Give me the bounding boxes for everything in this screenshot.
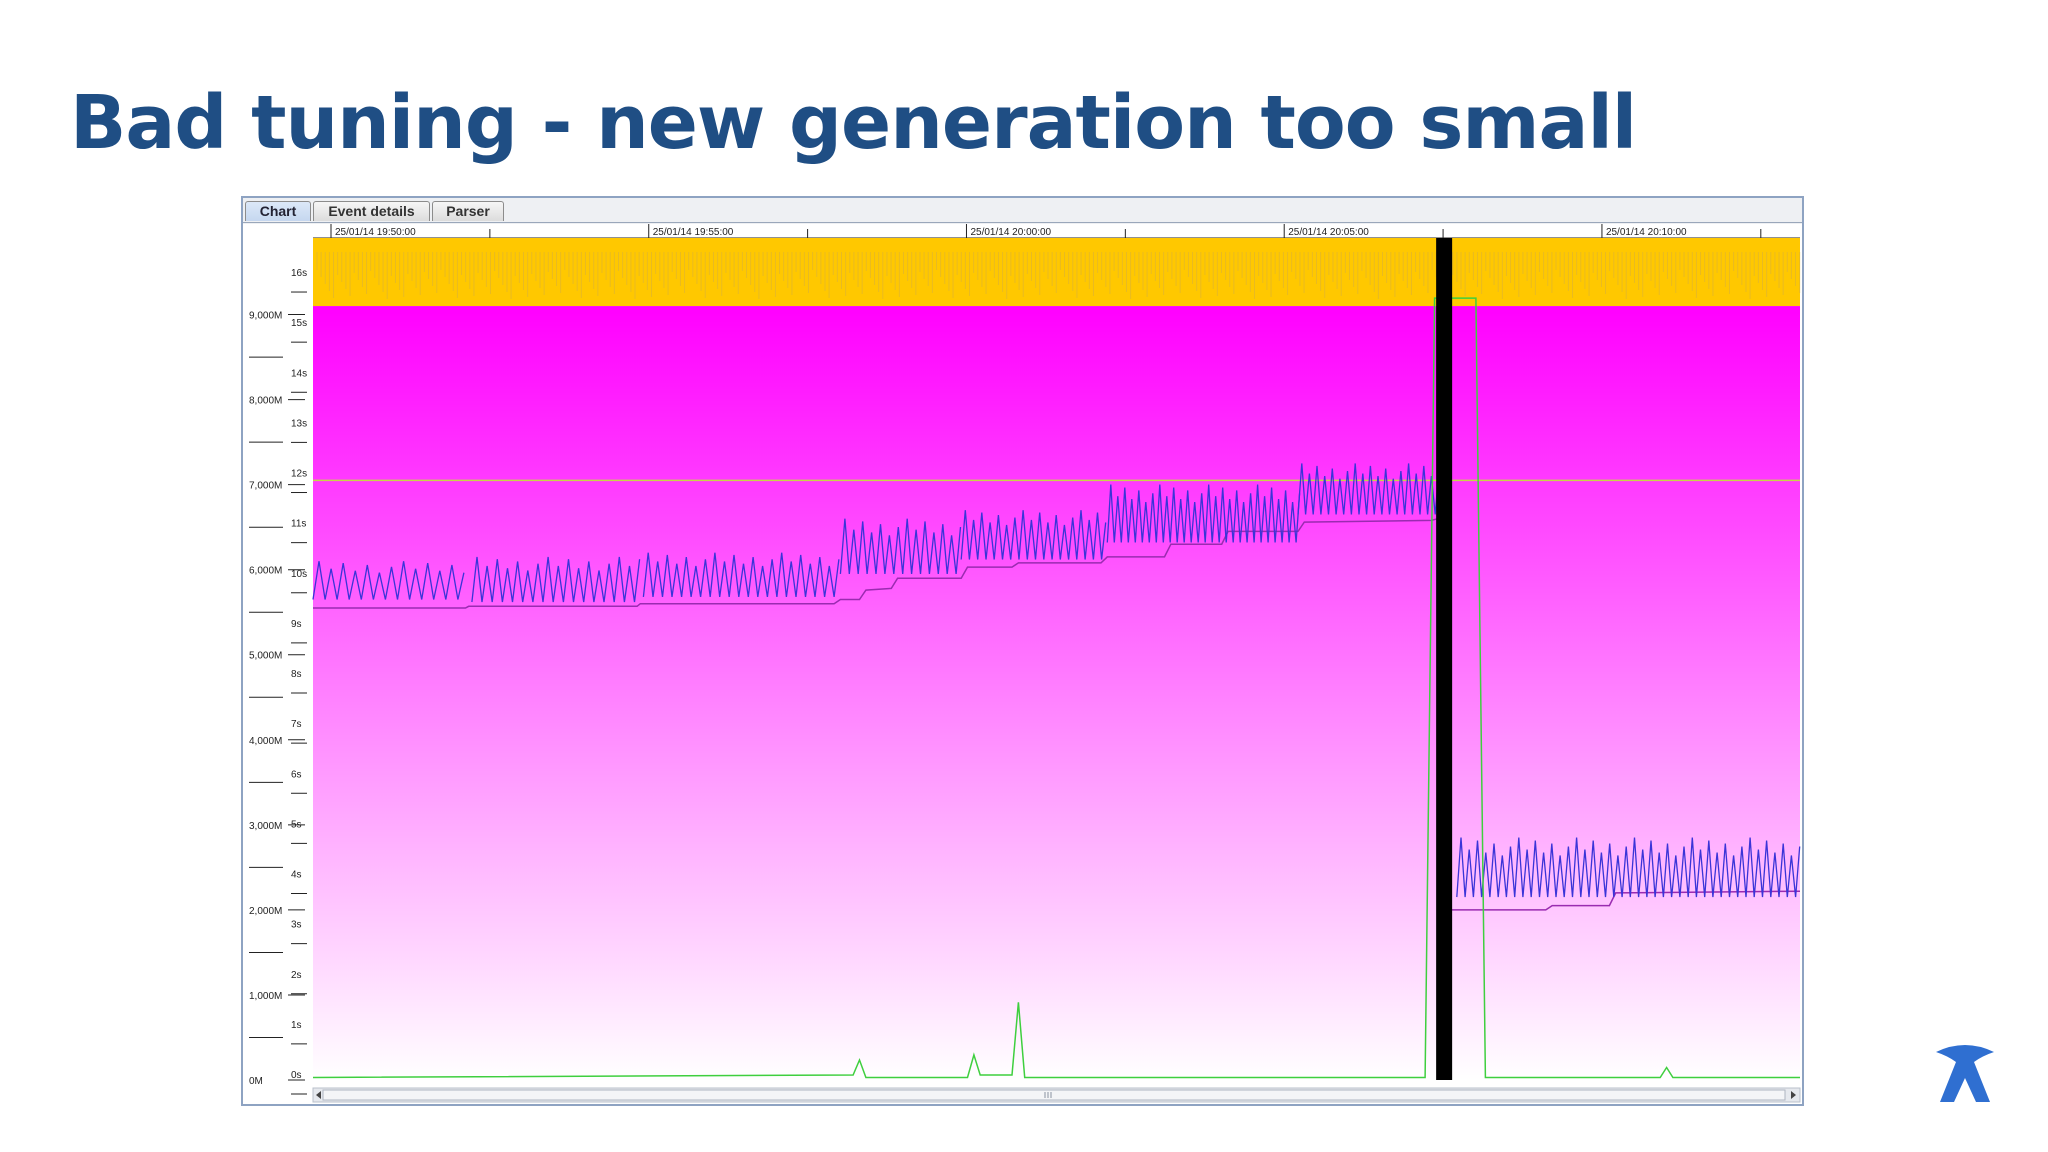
memory-tick-label: 0M [249, 1076, 263, 1087]
memory-tick-label: 9,000M [249, 311, 282, 322]
memory-tick-label: 5,000M [249, 651, 282, 662]
time-tick-label: 25/01/14 19:50:00 [335, 227, 416, 238]
pause-tick-label: 12s [291, 469, 307, 480]
pause-tick-label: 8s [291, 669, 302, 680]
memory-tick-label: 8,000M [249, 396, 282, 407]
tab-parser[interactable]: Parser [432, 201, 504, 221]
memory-tick-label: 3,000M [249, 821, 282, 832]
memory-tick-label: 6,000M [249, 566, 282, 577]
y-axis: 0M 1,000M 2,000M 3,000M 4,000M 5,000M 6,000M 7,… [249, 268, 307, 1095]
memory-tick-label: 7,000M [249, 481, 282, 492]
scrollbar-thumb[interactable] [322, 1089, 1786, 1101]
time-axis-strip [313, 224, 1800, 238]
pause-tick-label: 1s [291, 1020, 302, 1031]
pause-tick-label: 16s [291, 268, 307, 279]
heap-used-line [839, 518, 962, 574]
time-tick-label: 25/01/14 20:00:00 [970, 227, 1051, 238]
heap-used-line [1297, 463, 1440, 515]
heap-used-line [312, 561, 465, 600]
heap-used-line [1456, 837, 1801, 898]
time-axis: 25/01/14 19:50:00 25/01/14 19:55:00 25/01/… [313, 224, 1800, 239]
time-tick-label: 25/01/14 20:05:00 [1288, 227, 1369, 238]
gc-chart-panel: 0M 1,000M 2,000M 3,000M 4,000M 5,000M 6,000M 7,… [243, 224, 1802, 1104]
tab-event-details[interactable]: Event details [313, 201, 430, 221]
pause-tick-label: 6s [291, 769, 302, 780]
horizontal-scrollbar[interactable] [312, 1087, 1801, 1103]
heap-used-line [471, 556, 641, 603]
atlassian-logo-icon [1936, 1045, 1994, 1102]
pause-tick-label: 2s [291, 970, 302, 981]
pause-tick-label: 0s [291, 1070, 302, 1081]
time-tick-label: 25/01/14 20:10:00 [1606, 227, 1687, 238]
scrollbar-grip-icon[interactable] [1044, 1092, 1052, 1098]
scroll-right-icon[interactable] [1791, 1091, 1796, 1099]
tab-chart[interactable]: Chart [245, 201, 311, 221]
time-tick-label: 25/01/14 19:55:00 [653, 227, 734, 238]
pause-tick-label: 15s [291, 318, 307, 329]
memory-tick-label: 2,000M [249, 906, 282, 917]
pause-tick-label: 9s [291, 619, 302, 630]
full-gc-marker [1436, 238, 1453, 1080]
series-layer [312, 297, 1801, 1079]
memory-tick-label: 1,000M [249, 991, 282, 1002]
heap-used-line [642, 552, 840, 597]
pause-tick-label: 5s [291, 819, 302, 830]
memory-tick-label: 4,000M [249, 736, 282, 747]
heap-total-area [313, 306, 1800, 1080]
heap-after-gc-line [313, 517, 1438, 609]
pause-tick-label: 10s [291, 569, 307, 580]
gc-chart: 0M 1,000M 2,000M 3,000M 4,000M 5,000M 6,000M 7,… [249, 224, 1801, 1103]
gc-pause-line [312, 297, 1800, 1079]
gc-viewer-window: Chart Event details Parser 0M 1,000M 2,000… [241, 196, 1804, 1106]
tab-strip: Chart Event details Parser [243, 198, 1802, 223]
slide-title: Bad tuning - new generation too small [70, 80, 1637, 166]
heap-used-line [960, 510, 1107, 560]
scroll-left-icon[interactable] [316, 1091, 321, 1099]
pause-tick-label: 4s [291, 870, 302, 881]
pause-tick-label: 3s [291, 920, 302, 931]
heap-used-line [1106, 484, 1301, 543]
pause-band-ticks [316, 252, 1801, 299]
pause-tick-label: 11s [291, 519, 306, 530]
pause-tick-label: 7s [291, 719, 302, 730]
pause-tick-label: 13s [291, 418, 307, 429]
pause-tick-label: 14s [291, 368, 307, 379]
